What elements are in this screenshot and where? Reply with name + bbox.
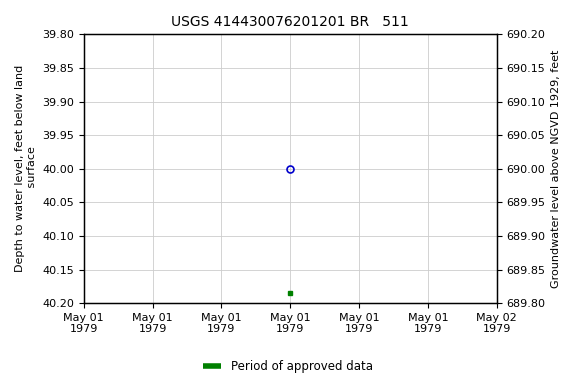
Title: USGS 414430076201201 BR   511: USGS 414430076201201 BR 511	[172, 15, 409, 29]
Legend: Period of approved data: Period of approved data	[199, 356, 377, 378]
Y-axis label: Groundwater level above NGVD 1929, feet: Groundwater level above NGVD 1929, feet	[551, 50, 561, 288]
Y-axis label: Depth to water level, feet below land
 surface: Depth to water level, feet below land su…	[15, 65, 37, 272]
